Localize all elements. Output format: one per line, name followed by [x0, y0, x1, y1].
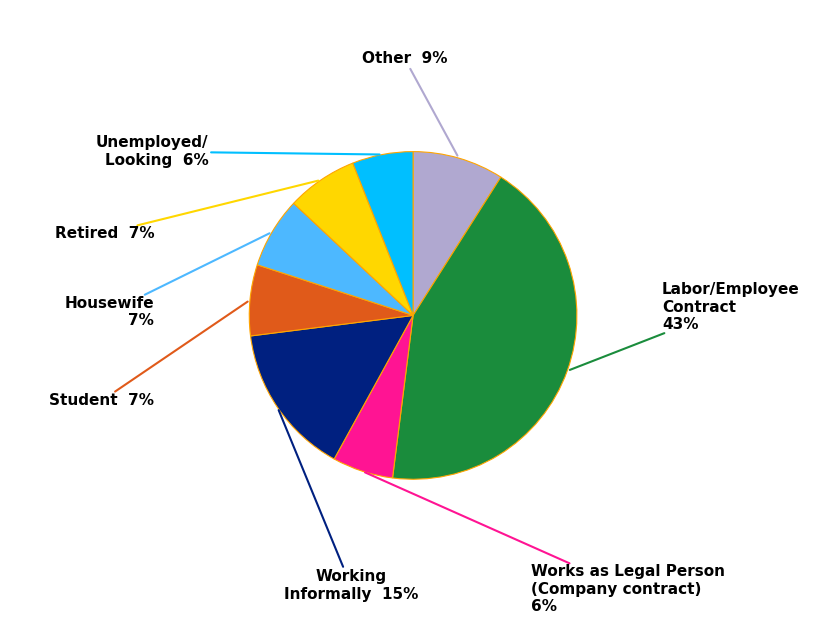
Wedge shape — [413, 152, 501, 315]
Wedge shape — [352, 152, 413, 315]
Wedge shape — [294, 163, 413, 315]
Text: Unemployed/
Looking  6%: Unemployed/ Looking 6% — [96, 135, 380, 168]
Text: Other  9%: Other 9% — [362, 51, 458, 155]
Text: Labor/Employee
Contract
43%: Labor/Employee Contract 43% — [569, 283, 800, 370]
Wedge shape — [250, 315, 413, 459]
Text: Working
Informally  15%: Working Informally 15% — [279, 410, 418, 602]
Text: Works as Legal Person
(Company contract)
6%: Works as Legal Person (Company contract)… — [365, 472, 725, 614]
Wedge shape — [257, 204, 413, 315]
Text: Student  7%: Student 7% — [49, 301, 248, 408]
Wedge shape — [334, 315, 413, 478]
Text: Housewife
7%: Housewife 7% — [64, 233, 270, 329]
Wedge shape — [250, 265, 413, 336]
Wedge shape — [392, 177, 577, 479]
Text: Retired  7%: Retired 7% — [54, 181, 318, 241]
